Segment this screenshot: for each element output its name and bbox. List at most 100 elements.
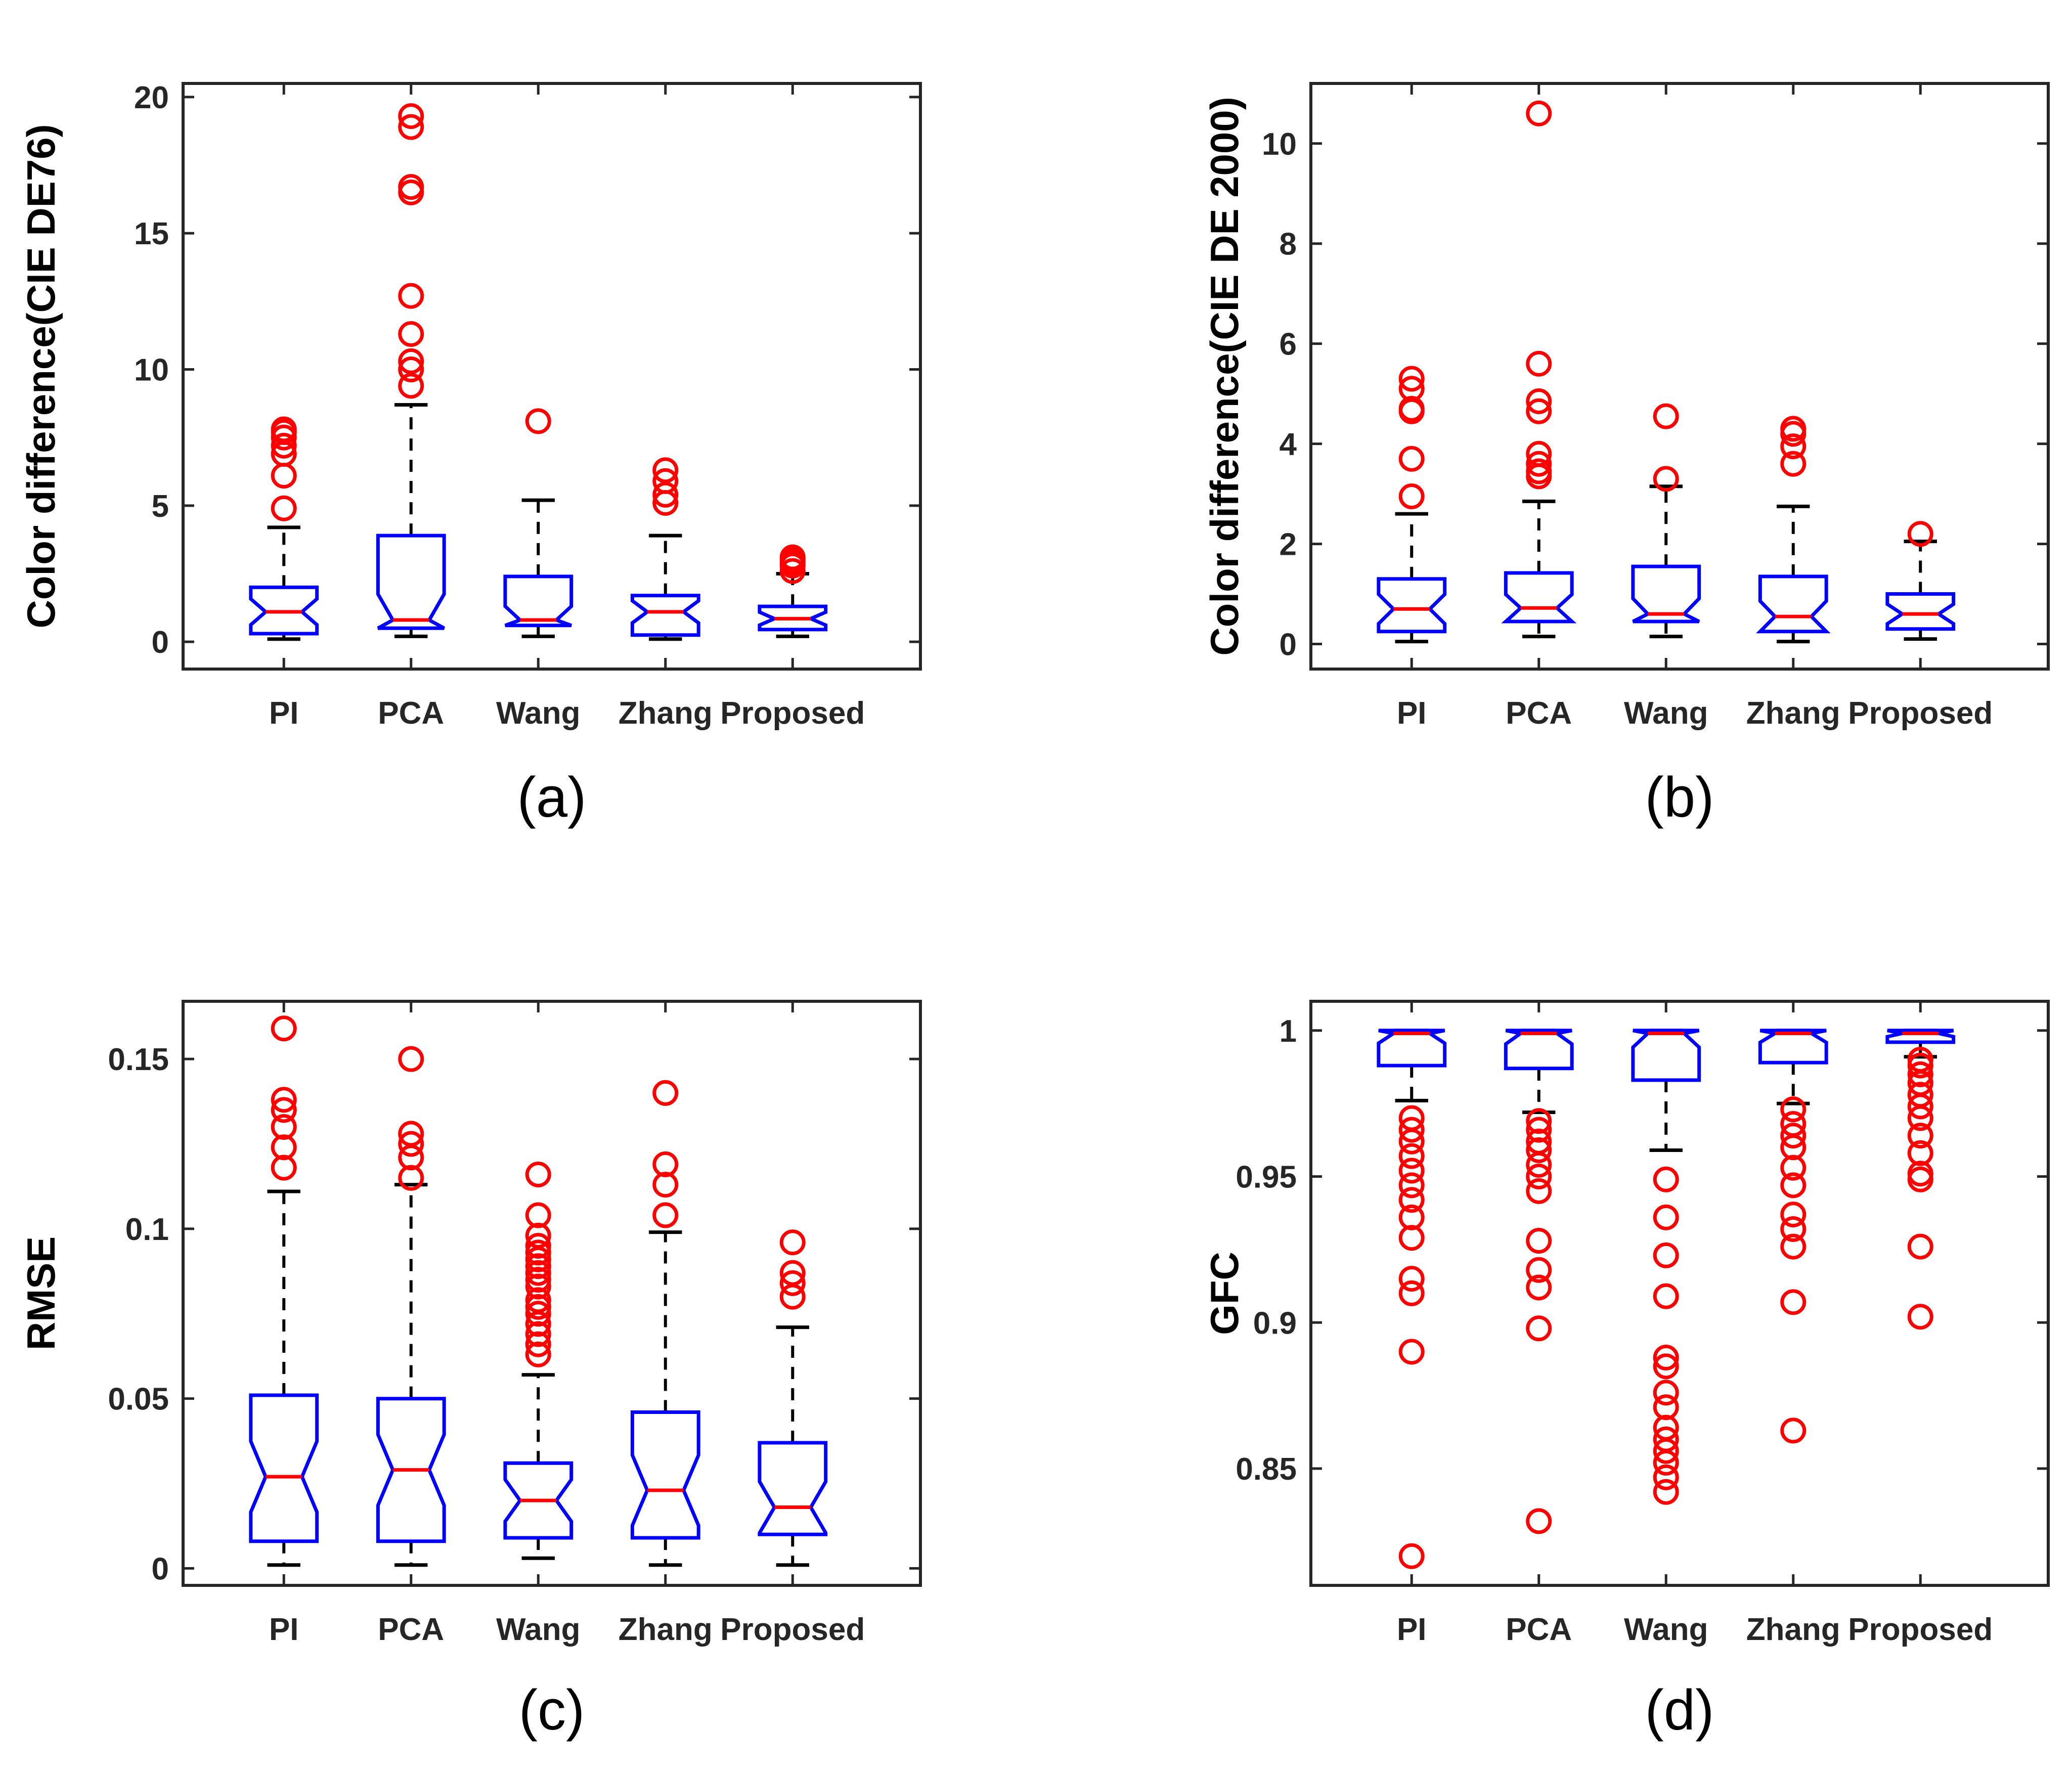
outlier-point bbox=[1653, 1204, 1679, 1230]
outlier-point bbox=[398, 114, 424, 140]
y-tick-label: 0.1 bbox=[125, 1212, 169, 1247]
x-tick-label: PI bbox=[1397, 1612, 1427, 1647]
outlier-point bbox=[1398, 1339, 1425, 1365]
outlier-point bbox=[271, 1114, 297, 1140]
outlier-point bbox=[1907, 1140, 1933, 1166]
outlier-point bbox=[271, 1155, 297, 1181]
outlier-point bbox=[1526, 451, 1552, 477]
outlier-point bbox=[1526, 1164, 1552, 1189]
outlier-point bbox=[1526, 1117, 1552, 1143]
box-body bbox=[503, 574, 574, 628]
outlier-point bbox=[1526, 1178, 1552, 1204]
outlier-point bbox=[1780, 1155, 1806, 1181]
x-tick-label: PCA bbox=[378, 1612, 444, 1647]
outlier-point bbox=[1398, 1117, 1425, 1143]
y-tick-label: 6 bbox=[1280, 327, 1297, 362]
outlier-point bbox=[398, 1165, 424, 1191]
box-pi bbox=[249, 416, 319, 641]
outlier-point bbox=[1526, 388, 1552, 414]
outlier-point bbox=[1653, 403, 1679, 429]
x-tick-label: PI bbox=[1397, 696, 1427, 731]
y-tick-label: 0.95 bbox=[1236, 1160, 1297, 1195]
outlier-point bbox=[1653, 1449, 1679, 1476]
box-body bbox=[630, 1410, 700, 1540]
x-tick-label: Zhang bbox=[619, 696, 713, 731]
outlier-point bbox=[1653, 1345, 1679, 1371]
box-zhang bbox=[630, 457, 700, 641]
outlier-point bbox=[398, 357, 424, 383]
box-pca bbox=[376, 1046, 446, 1567]
outlier-point bbox=[1653, 1464, 1679, 1490]
outlier-point bbox=[1907, 1105, 1933, 1131]
outlier-point bbox=[1780, 1134, 1806, 1161]
outlier-point bbox=[398, 373, 424, 399]
x-tick-label: PCA bbox=[1506, 696, 1572, 731]
outlier-point bbox=[1398, 1143, 1425, 1169]
outlier-point bbox=[1780, 433, 1806, 460]
outlier-point bbox=[398, 1131, 424, 1157]
outlier-point bbox=[525, 1267, 551, 1293]
outlier-point bbox=[1780, 1417, 1806, 1444]
x-tick-label: Wang bbox=[1624, 696, 1708, 731]
plot-frame bbox=[1309, 1000, 2050, 1587]
y-tick-label: 4 bbox=[1280, 427, 1297, 462]
y-tick-label: 2 bbox=[1280, 527, 1297, 562]
outlier-point bbox=[1398, 1187, 1425, 1213]
box-pca bbox=[376, 103, 446, 638]
outlier-point bbox=[1526, 1228, 1552, 1254]
box-body bbox=[758, 1441, 828, 1536]
y-tick-label: 15 bbox=[134, 216, 169, 251]
panel-d-gfc-boxplot: 0.85 0.9 0.95 1 PI PCA Wang Zhang Proposed GFC (d) bbox=[1202, 1000, 2050, 1742]
outlier-point bbox=[1907, 1304, 1933, 1330]
box-wang bbox=[503, 1161, 574, 1560]
x-tick-label: Proposed bbox=[720, 1612, 865, 1647]
y-axis-title: RMSE bbox=[19, 1236, 63, 1350]
box-body bbox=[1756, 574, 1831, 634]
panel-label: (a) bbox=[517, 766, 587, 829]
y-tick-label: 10 bbox=[134, 353, 169, 388]
box-body bbox=[1501, 571, 1577, 624]
outlier-point bbox=[1907, 1233, 1933, 1260]
outlier-point bbox=[1398, 1266, 1425, 1292]
x-tick-label: Proposed bbox=[720, 696, 865, 731]
box-body bbox=[1885, 592, 1956, 631]
panel-label: (d) bbox=[1645, 1678, 1714, 1742]
outlier-point bbox=[1398, 483, 1425, 510]
outlier-point bbox=[652, 1151, 679, 1177]
box-body bbox=[630, 594, 700, 637]
outlier-point bbox=[1653, 1438, 1679, 1464]
outlier-point bbox=[271, 416, 297, 442]
y-tick-label: 0.85 bbox=[1236, 1452, 1297, 1487]
x-tick-label: PCA bbox=[378, 696, 444, 731]
outlier-point bbox=[1526, 1274, 1552, 1301]
outlier-point bbox=[525, 1331, 551, 1357]
outlier-point bbox=[1526, 350, 1552, 377]
outlier-point bbox=[271, 1087, 297, 1113]
x-tick-label: Zhang bbox=[1746, 696, 1840, 731]
outlier-point bbox=[525, 1321, 551, 1347]
y-tick-label: 0 bbox=[152, 625, 169, 660]
box-pca bbox=[1504, 1029, 1574, 1534]
box-body bbox=[1758, 1029, 1828, 1065]
outlier-point bbox=[525, 1273, 551, 1300]
outlier-point bbox=[1907, 1123, 1933, 1149]
outlier-point bbox=[398, 103, 424, 129]
outlier-point bbox=[1398, 395, 1425, 422]
outlier-point bbox=[1526, 1137, 1552, 1164]
box-pca bbox=[1501, 100, 1577, 639]
box-pi bbox=[1377, 366, 1447, 644]
outlier-point bbox=[1653, 1380, 1679, 1406]
outlier-point bbox=[652, 481, 679, 508]
outlier-point bbox=[1780, 1123, 1806, 1149]
outlier-point bbox=[1653, 1353, 1679, 1380]
outlier-point bbox=[398, 1121, 424, 1147]
box-wang bbox=[1631, 1029, 1701, 1505]
y-tick-label: 0.9 bbox=[1253, 1306, 1297, 1341]
outlier-point bbox=[1653, 1242, 1679, 1268]
outlier-point bbox=[1907, 1093, 1933, 1120]
outlier-point bbox=[1653, 1166, 1679, 1192]
outlier-point bbox=[398, 321, 424, 347]
x-tick-label: Wang bbox=[496, 696, 580, 731]
box-body bbox=[1377, 1029, 1447, 1068]
